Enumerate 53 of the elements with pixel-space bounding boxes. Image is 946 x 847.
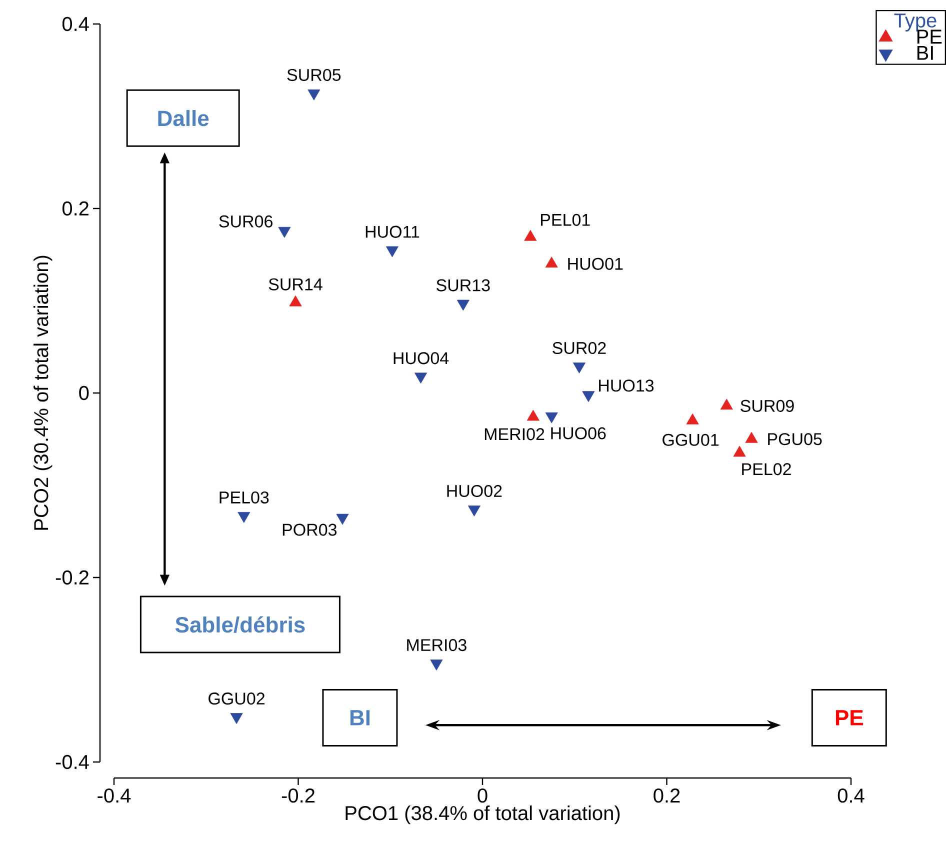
annotation: HUO02 [447, 484, 502, 498]
x-tick-label: 0.2 [654, 788, 680, 803]
annotation: HUO06 [551, 427, 606, 440]
annotation: PEL03 [220, 491, 269, 504]
x-tick-label: 0 [478, 788, 488, 803]
point [582, 391, 595, 402]
point [468, 506, 480, 516]
legend-label: BI [917, 46, 933, 60]
annotation: SUR05 [287, 68, 341, 81]
annotation: HUO13 [599, 380, 654, 392]
annotation: PGU05 [768, 433, 822, 446]
annotation: POR03 [282, 524, 337, 536]
y-tick-label: -0.4 [56, 754, 89, 770]
point [308, 89, 320, 100]
y-axis-title: PCO2 (30.4% of total variation) [34, 256, 52, 530]
annotation: GGU02 [208, 692, 264, 705]
point [545, 412, 558, 424]
annotation: BI [350, 710, 370, 726]
annotation: SUR06 [219, 215, 272, 228]
annotation: PEL01 [541, 214, 590, 226]
point [278, 226, 291, 238]
annotation: SUR13 [436, 279, 490, 292]
annotation: SUR14 [268, 278, 322, 290]
annotation: MERI03 [407, 639, 466, 652]
annotation: SUR02 [552, 342, 606, 354]
y-tick-label: -0.2 [56, 570, 88, 585]
y-tick-label: 0 [79, 386, 89, 400]
annotation: PE [836, 710, 863, 726]
x-axis-title: PCO1 (38.4% of total variation) [346, 806, 620, 824]
annotation: Dalle [158, 110, 209, 126]
point [238, 512, 250, 523]
point [430, 660, 443, 670]
annotation: GGU01 [662, 434, 719, 446]
y-tick-label: 0.4 [62, 16, 89, 32]
annotation: SUR09 [740, 400, 794, 412]
point [230, 713, 243, 724]
annotation: Sable/débris [175, 616, 305, 633]
annotation: MERI02 [484, 428, 544, 440]
x-tick-label: -0.4 [98, 788, 131, 803]
legend-label: PE [917, 30, 942, 44]
point [386, 246, 398, 258]
annotation: HUO04 [394, 352, 449, 364]
legend-title: Type [894, 14, 936, 32]
x-tick-label: 0.4 [838, 788, 864, 803]
point [336, 514, 349, 525]
point [572, 362, 586, 374]
point [456, 300, 470, 311]
x-tick-label: -0.2 [282, 788, 314, 803]
annotation: PEL02 [742, 463, 791, 476]
y-tick-label: 0.2 [62, 201, 88, 216]
annotation: HUO11 [366, 226, 420, 238]
point [414, 372, 428, 384]
annotation: HUO01 [568, 258, 623, 270]
